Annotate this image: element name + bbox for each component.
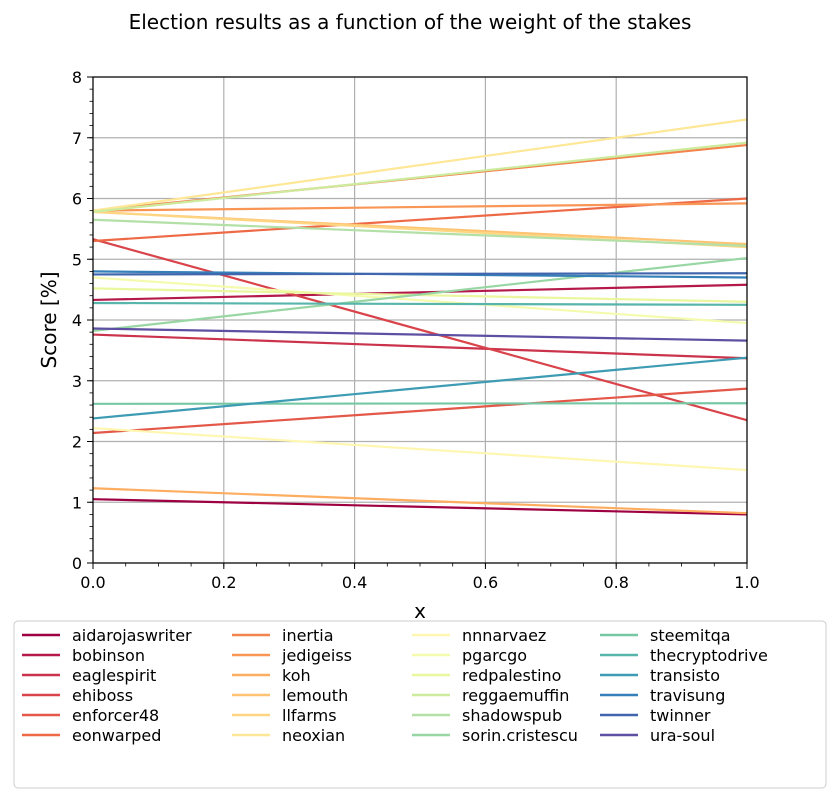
y-tick-labels: 0 1 2 3 4 5 6 7 8 bbox=[72, 68, 82, 573]
legend-label: enforcer48 bbox=[72, 706, 159, 725]
legend-label: aidarojaswriter bbox=[72, 626, 192, 645]
legend-box bbox=[13, 620, 827, 789]
series-line-reggaemuffin bbox=[92, 141, 748, 213]
series-lines bbox=[92, 118, 748, 516]
y-tick-label: 7 bbox=[72, 129, 82, 148]
series-line-bobinson bbox=[92, 283, 748, 302]
legend-label: lemouth bbox=[282, 686, 348, 705]
series-line-jedigeiss bbox=[92, 202, 748, 212]
x-axis-label: x bbox=[414, 599, 426, 623]
y-tick-label: 3 bbox=[72, 372, 82, 391]
legend-label: twinner bbox=[650, 706, 711, 725]
x-tick-label: 0.8 bbox=[603, 573, 628, 592]
x-tick-label: 0.6 bbox=[473, 573, 498, 592]
legend-label: pgarcgo bbox=[462, 646, 527, 665]
series-line-aidarojaswriter bbox=[92, 498, 748, 516]
series-line-eaglespirit bbox=[92, 333, 748, 360]
legend-label: bobinson bbox=[72, 646, 145, 665]
minor-ticks bbox=[89, 76, 748, 567]
series-line-transisto bbox=[92, 356, 748, 420]
legend-label: jedigeiss bbox=[281, 646, 352, 665]
x-tick-label: 0.2 bbox=[211, 573, 236, 592]
series-line-ehiboss bbox=[92, 238, 748, 422]
legend-label: ehiboss bbox=[72, 686, 133, 705]
x-tick-label: 1.0 bbox=[734, 573, 759, 592]
series-line-sorin.cristescu bbox=[92, 256, 748, 333]
legend-label: sorin.cristescu bbox=[462, 726, 578, 745]
legend-label: eonwarped bbox=[72, 726, 161, 745]
y-tick-label: 2 bbox=[72, 433, 82, 452]
series-line-pgarcgo bbox=[92, 276, 748, 325]
major-ticks bbox=[87, 76, 748, 569]
legend-label: steemitqa bbox=[650, 626, 731, 645]
y-tick-label: 0 bbox=[72, 554, 82, 573]
y-tick-label: 5 bbox=[72, 250, 82, 269]
legend-label: reggaemuffin bbox=[462, 686, 569, 705]
legend-label: thecryptodrive bbox=[650, 646, 768, 665]
series-line-enforcer48 bbox=[92, 387, 748, 435]
legend-label: neoxian bbox=[282, 726, 345, 745]
legend: aidarojaswriterbobinsoneaglespiritehibos… bbox=[22, 626, 768, 745]
series-line-steemitqa bbox=[92, 402, 748, 405]
legend-label: shadowspub bbox=[462, 706, 562, 725]
y-tick-label: 6 bbox=[72, 190, 82, 209]
series-line-nnnarvaez bbox=[92, 427, 748, 472]
legend-label: eaglespirit bbox=[72, 666, 156, 685]
series-line-neoxian bbox=[92, 118, 748, 212]
plot-frame bbox=[92, 76, 748, 564]
series-line-koh bbox=[92, 487, 748, 515]
y-tick-label: 4 bbox=[72, 311, 82, 330]
x-tick-label: 0.0 bbox=[80, 573, 105, 592]
y-axis-label: Score [%] bbox=[37, 272, 61, 369]
legend-label: transisto bbox=[650, 666, 720, 685]
legend-label: ura-soul bbox=[650, 726, 715, 745]
legend-label: koh bbox=[282, 666, 311, 685]
legend-label: travisung bbox=[650, 686, 725, 705]
legend-label: nnnarvaez bbox=[462, 626, 546, 645]
y-tick-label: 8 bbox=[72, 68, 82, 87]
y-tick-label: 1 bbox=[72, 493, 82, 512]
legend-label: llfarms bbox=[282, 706, 337, 725]
x-tick-labels: 0.0 0.2 0.4 0.6 0.8 1.0 bbox=[80, 573, 759, 592]
series-line-twinner bbox=[92, 272, 748, 276]
series-line-thecryptodrive bbox=[92, 301, 748, 306]
series-line-shadowspub bbox=[92, 218, 748, 247]
legend-label: redpalestino bbox=[462, 666, 561, 685]
chart-title: Election results as a function of the we… bbox=[129, 10, 692, 34]
series-line-ura-soul bbox=[92, 327, 748, 342]
x-tick-label: 0.4 bbox=[342, 573, 367, 592]
legend-label: inertia bbox=[282, 626, 334, 645]
